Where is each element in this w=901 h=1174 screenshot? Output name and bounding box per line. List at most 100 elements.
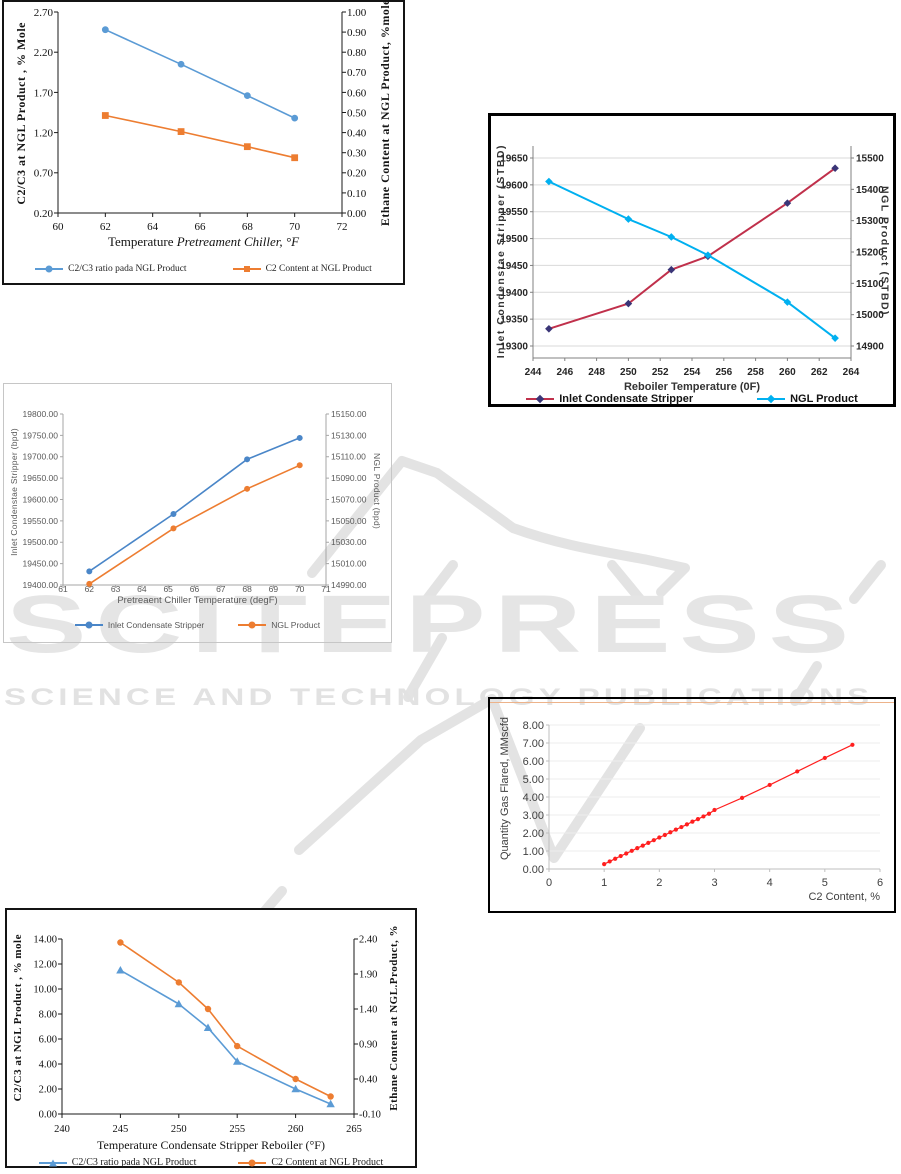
legend: C2/C3 ratio pada NGL Product C2 Content a… <box>7 1157 415 1168</box>
tick-label: 0.20 <box>34 208 54 220</box>
tick-label: 68 <box>242 221 254 233</box>
tick-label: 0.50 <box>347 107 367 119</box>
x-axis-title: Temperature Condensate Stripper Reboiler… <box>97 1138 325 1152</box>
legend: Inlet Condensate Stripper NGL Product <box>4 620 391 630</box>
tick-label: 2.00 <box>39 1085 57 1096</box>
tick-label: 15010.00 <box>331 559 367 569</box>
tick-label: 15030.00 <box>331 537 367 547</box>
tick-label: 19600.00 <box>23 494 59 504</box>
tick-label: 12.00 <box>33 960 57 971</box>
legend: Inlet Condensate Stripper NGL Product <box>491 393 893 405</box>
data-point-marker <box>203 1023 213 1031</box>
x-axis-title: Reboiler Temperature (0F) <box>623 381 761 393</box>
tick-label: 0.40 <box>347 127 367 139</box>
tick-label: 62 <box>100 221 111 233</box>
legend-label: C2 Content at NGL Product <box>271 1157 384 1168</box>
tick-label: 7.00 <box>523 738 544 750</box>
tick-label: 0.40 <box>359 1075 377 1086</box>
plot-area: 0.00 2.00 4.00 6.00 8.00 10.00 12.00 14.00 -0.10… <box>33 935 381 1135</box>
data-point-marker <box>679 824 684 830</box>
tick-label: 0 <box>546 877 552 889</box>
y-axis-title-left: C2/C3 at NGL Product , % mole <box>12 934 24 1102</box>
legend-line <box>526 394 555 404</box>
data-point-marker <box>706 811 712 816</box>
tick-label: 0.00 <box>39 1110 57 1121</box>
tick-label: 4.00 <box>523 792 544 804</box>
data-point-marker <box>116 966 125 974</box>
figure-c2c3-vs-reboiler-temperature: 0.00 2.00 4.00 6.00 8.00 10.00 12.00 14.00 -0.10… <box>5 908 417 1168</box>
tick-label: 19300 <box>500 342 528 353</box>
data-point-marker <box>545 325 553 333</box>
figure-gas-flared-vs-c2-content: 0.00 1.00 2.00 3.00 4.00 5.00 6.00 7.00 8.00 0 1 2 3… <box>488 697 896 913</box>
tick-label: 19400 <box>500 288 528 299</box>
tick-label: 0.00 <box>347 208 367 220</box>
data-point-marker <box>292 1075 299 1083</box>
tick-label: 14.00 <box>33 935 57 946</box>
data-point-marker <box>783 298 792 306</box>
tick-label: 240 <box>54 1124 70 1135</box>
tick-label: 0.30 <box>347 148 367 160</box>
data-point-marker <box>170 525 177 532</box>
plot-area: 19300 19350 19400 19450 19500 19550 19600 19650… <box>500 146 884 378</box>
legend-label: Inlet Condensate Stripper <box>559 393 694 405</box>
tick-label: 66 <box>195 221 207 233</box>
y-axis-title-left: Inlet Condenstae Stripper (STBD) <box>494 143 507 359</box>
data-point-marker <box>174 999 183 1008</box>
data-point-marker <box>767 782 772 788</box>
tick-label: 250 <box>620 367 637 378</box>
y-axis-title-left: C2/C3 at NGL Product , % Mole <box>13 21 28 205</box>
tick-label: 264 <box>843 367 860 378</box>
legend-item: C2 Content at NGL Product <box>238 1157 383 1168</box>
tick-label: 70 <box>289 221 301 233</box>
diamond-marker-icon <box>766 394 776 404</box>
data-point-marker <box>701 814 706 819</box>
data-point-marker <box>624 299 633 308</box>
data-point-marker <box>739 795 745 800</box>
tick-label: 69 <box>269 584 279 594</box>
tick-label: 246 <box>556 367 573 378</box>
tick-label: 19800.00 <box>23 409 59 419</box>
data-point-marker <box>850 742 855 747</box>
tick-label: 6 <box>877 877 883 889</box>
data-point-marker <box>712 807 717 813</box>
data-point-marker <box>673 827 678 832</box>
data-point-marker <box>117 939 124 946</box>
legend-line <box>35 265 64 273</box>
data-point-marker <box>177 128 185 135</box>
series-line <box>547 167 837 330</box>
data-point-marker <box>291 154 299 162</box>
tick-label: 0.20 <box>347 168 367 180</box>
tick-label: 15110.00 <box>331 452 366 462</box>
tick-label: 15090.00 <box>331 473 367 483</box>
x-axis-title-prefix: Temperature <box>107 234 177 249</box>
data-point-marker <box>204 1005 212 1013</box>
data-point-marker <box>291 114 299 122</box>
tick-label: 64 <box>147 221 159 233</box>
tick-label: 0.90 <box>347 27 367 39</box>
legend-label: C2/C3 ratio pada NGL Product <box>71 1157 197 1168</box>
figure-stripper-ngl-vs-reboiler-temperature: 19300 19350 19400 19450 19500 19550 19600 19650… <box>488 113 896 407</box>
x-axis-title: C2 Content, % <box>808 891 880 903</box>
data-point-marker <box>668 830 673 835</box>
tick-label: 15200 <box>856 248 884 259</box>
series-line <box>119 969 332 1105</box>
tick-label: 2.00 <box>523 828 544 840</box>
tick-label: 15070.00 <box>331 494 367 504</box>
data-point-marker <box>783 199 792 207</box>
circle-marker-icon <box>85 621 93 629</box>
data-point-marker <box>243 143 251 151</box>
tick-label: 1.40 <box>359 1005 377 1016</box>
tick-label: 15150.00 <box>331 409 367 419</box>
tick-label: 19500 <box>500 234 528 245</box>
tick-label: 19750.00 <box>23 430 59 440</box>
square-marker-icon <box>243 266 250 272</box>
data-point-marker <box>296 434 303 441</box>
tick-label: 2.70 <box>34 7 54 19</box>
tick-label: 19400.00 <box>23 580 59 590</box>
data-point-marker <box>86 580 93 587</box>
series-line <box>104 28 296 119</box>
tick-label: 4.00 <box>39 1060 57 1071</box>
legend: C2/C3 ratio pada NGL Product C2 Content a… <box>4 264 403 274</box>
tick-label: 15050.00 <box>331 516 367 526</box>
